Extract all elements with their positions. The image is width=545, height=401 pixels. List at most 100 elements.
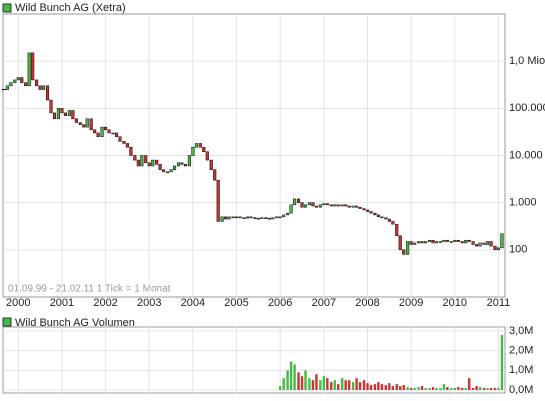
candle (125, 143, 129, 148)
volume-bar (344, 380, 347, 390)
candle (420, 241, 424, 244)
candle (133, 155, 137, 161)
volume-bar (351, 382, 355, 390)
candle (493, 245, 497, 251)
candle (362, 208, 366, 211)
candle (85, 118, 89, 128)
candle (467, 239, 471, 242)
candle (449, 241, 453, 243)
candle (187, 155, 191, 167)
candle (380, 216, 384, 219)
candle (333, 204, 337, 207)
volume-bar (461, 388, 464, 390)
candle (100, 126, 104, 137)
candle (485, 241, 490, 245)
candle (27, 52, 31, 87)
candle (151, 159, 155, 167)
volume-bar (489, 388, 493, 390)
candle (245, 216, 250, 219)
volume-bar (478, 387, 482, 390)
candle (107, 129, 111, 134)
volume-bar (366, 383, 369, 390)
x-tick-label: 2011 (487, 297, 511, 309)
x-tick-label: 2006 (268, 297, 292, 309)
candle (122, 141, 126, 144)
candle (489, 241, 493, 247)
volume-bar (362, 380, 366, 390)
candle (31, 52, 35, 81)
volume-bar (446, 387, 449, 390)
x-tick-label: 2003 (137, 297, 161, 309)
candle (38, 85, 42, 90)
chart-title: Wild Bunch AG Volumen (15, 317, 135, 329)
volume-bar (282, 378, 285, 390)
candle (202, 146, 206, 153)
y-tick-label: 1,0 Mio. (509, 55, 545, 67)
candle (147, 162, 151, 167)
volume-bar (493, 388, 497, 390)
legend-swatch (2, 317, 12, 327)
candle (296, 198, 301, 203)
x-tick-label: 2001 (50, 297, 74, 309)
candle (5, 85, 9, 90)
candle (49, 99, 53, 114)
y-tick-label: 100 (509, 244, 527, 256)
candle (111, 132, 115, 135)
candle (358, 206, 362, 209)
candle (395, 223, 399, 236)
y-tick-label: 1,0M (509, 364, 533, 376)
candle (471, 241, 475, 245)
volume-bar (395, 384, 398, 390)
candle (216, 179, 220, 222)
candle (391, 221, 395, 225)
x-tick-label: 2004 (181, 297, 205, 309)
candle (427, 239, 432, 242)
candle (104, 126, 108, 131)
plot-frame (2, 326, 506, 394)
candle (194, 143, 198, 148)
candle (198, 143, 202, 148)
candle (264, 217, 268, 219)
candle (249, 216, 253, 219)
legend-swatch (2, 3, 12, 13)
candle (93, 129, 97, 134)
candle (63, 112, 67, 116)
candle (445, 239, 449, 242)
candle (500, 233, 504, 249)
volume-bar (497, 388, 500, 390)
candle (438, 241, 442, 243)
volume-bar (337, 384, 340, 390)
candle (406, 241, 410, 255)
candle (260, 217, 264, 219)
candle (303, 204, 308, 208)
candle (114, 132, 119, 137)
candle (227, 216, 231, 220)
candle (336, 204, 340, 207)
candle (166, 171, 170, 174)
volume-bar (293, 364, 296, 390)
candle (376, 214, 380, 218)
volume-bar (330, 382, 333, 390)
volume-bar (464, 388, 467, 390)
candle (275, 216, 279, 219)
candle (234, 216, 239, 219)
annotation: 01.09.99 - 21.02.11 1 Tick = 1 Monat (8, 284, 171, 295)
candle (89, 118, 93, 131)
candle (140, 155, 144, 167)
x-tick-label: 2008 (355, 297, 379, 309)
candle (67, 110, 71, 116)
volume-bar (300, 376, 304, 390)
candle (307, 202, 311, 206)
x-tick-label: 2007 (312, 297, 336, 309)
volume-bar (355, 378, 358, 390)
volume-bar (482, 388, 486, 390)
candle (136, 159, 140, 167)
candle (238, 216, 242, 219)
volume-bar (286, 370, 289, 390)
candle (322, 203, 326, 206)
candle (293, 198, 297, 206)
candle (220, 216, 224, 222)
volume-bar (289, 361, 293, 390)
candle (409, 241, 413, 245)
